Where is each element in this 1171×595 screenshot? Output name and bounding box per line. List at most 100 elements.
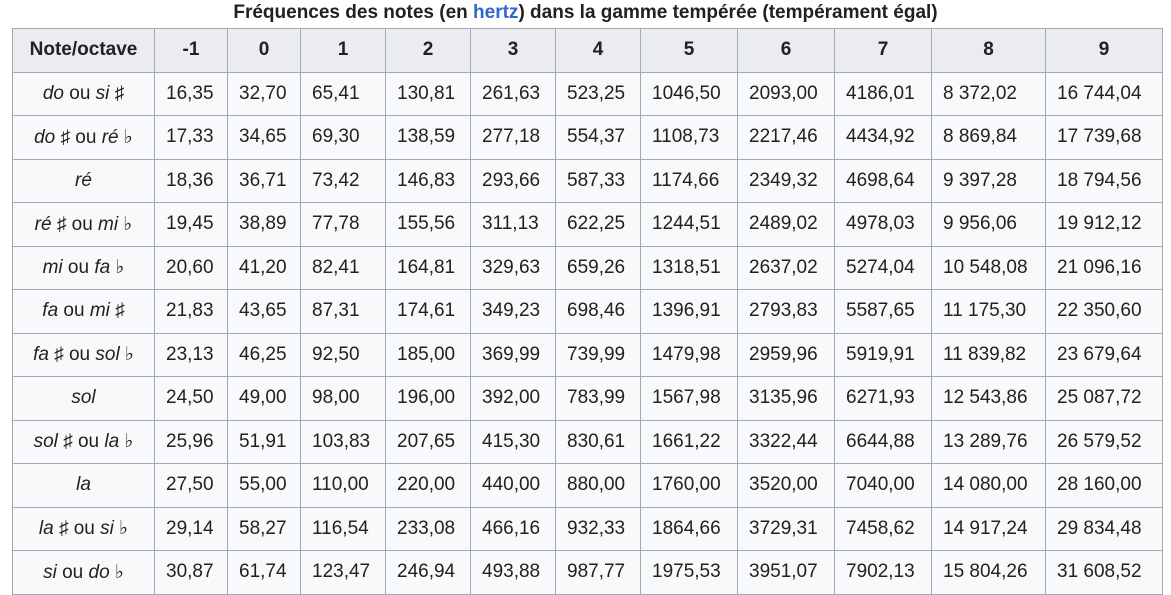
frequency-cell: 1760,00 xyxy=(640,463,738,508)
frequency-cell: 58,27 xyxy=(227,506,301,551)
frequency-cell: 329,63 xyxy=(470,245,556,290)
frequency-cell: 34,65 xyxy=(227,115,301,160)
frequency-cell: 82,41 xyxy=(300,245,386,290)
frequency-cell: 1661,22 xyxy=(640,419,738,464)
frequency-cell: 196,00 xyxy=(385,376,471,421)
header-octave: 8 xyxy=(931,28,1046,73)
frequency-cell: 880,00 xyxy=(555,463,641,508)
frequency-cell: 233,08 xyxy=(385,506,471,551)
frequency-cell: 2959,96 xyxy=(737,332,835,377)
frequency-cell: 14 917,24 xyxy=(931,506,1046,551)
frequency-cell: 9 397,28 xyxy=(931,158,1046,203)
note-separator: ou xyxy=(62,257,95,279)
frequency-cell: 77,78 xyxy=(300,202,386,247)
note-name: fa ♯ xyxy=(33,344,64,366)
note-name-cell: fa ou mi ♯ xyxy=(12,289,155,334)
frequency-cell: 2489,02 xyxy=(737,202,835,247)
frequency-cell: 69,30 xyxy=(300,115,386,160)
header-octave: 2 xyxy=(385,28,471,73)
header-octave: 0 xyxy=(227,28,301,73)
note-name: do ♭ xyxy=(88,561,124,583)
frequency-cell: 21,83 xyxy=(154,289,228,334)
table-caption: Fréquences des notes (en hertz) dans la … xyxy=(0,0,1171,28)
frequency-cell: 9 956,06 xyxy=(931,202,1046,247)
note-name-cell: ré xyxy=(12,158,155,203)
frequency-cell: 6644,88 xyxy=(834,419,932,464)
frequency-cell: 19,45 xyxy=(154,202,228,247)
note-name-cell: sol ♯ ou la ♭ xyxy=(12,419,155,464)
header-octave: 7 xyxy=(834,28,932,73)
note-name: la xyxy=(76,474,91,496)
frequency-cell: 51,91 xyxy=(227,419,301,464)
header-octave: 6 xyxy=(737,28,835,73)
frequency-cell: 116,54 xyxy=(300,506,386,551)
frequency-cell: 26 579,52 xyxy=(1045,419,1163,464)
header-octave: 4 xyxy=(555,28,641,73)
frequency-cell: 123,47 xyxy=(300,550,386,595)
note-name: do ♯ xyxy=(34,126,71,148)
header-octave: 5 xyxy=(640,28,738,73)
frequency-cell: 8 372,02 xyxy=(931,71,1046,116)
frequency-cell: 698,46 xyxy=(555,289,641,334)
frequency-cell: 293,66 xyxy=(470,158,556,203)
header-octave: 9 xyxy=(1045,28,1163,73)
frequency-cell: 277,18 xyxy=(470,115,556,160)
frequency-cell: 311,13 xyxy=(470,202,556,247)
frequency-cell: 2349,32 xyxy=(737,158,835,203)
note-separator: ou xyxy=(58,300,90,322)
frequency-cell: 349,23 xyxy=(470,289,556,334)
caption-text-after: ) dans la gamme tempérée (tempérament ég… xyxy=(518,2,938,23)
frequency-cell: 587,33 xyxy=(555,158,641,203)
note-name: mi xyxy=(42,257,63,279)
table-row: ré 18,36 36,71 73,42 146,83 293,66 587,33 1174,… xyxy=(12,158,1163,203)
caption-text-before: Fréquences des notes (en xyxy=(233,2,474,23)
table-row: mi ou fa ♭ 20,60 41,20 82,41 164,81 329,63 659… xyxy=(12,245,1163,290)
frequency-cell: 29 834,48 xyxy=(1045,506,1163,551)
frequency-cell: 783,99 xyxy=(555,376,641,421)
frequency-cell: 466,16 xyxy=(470,506,556,551)
header-row: Note/octave -1 0 1 2 3 4 5 6 7 8 9 xyxy=(12,28,1163,73)
frequency-cell: 30,87 xyxy=(154,550,228,595)
frequency-cell: 1396,91 xyxy=(640,289,738,334)
frequency-table: Note/octave -1 0 1 2 3 4 5 6 7 8 9 do ou si ♯ 16,35 3… xyxy=(12,28,1163,595)
frequency-cell: 22 350,60 xyxy=(1045,289,1163,334)
note-separator: ou xyxy=(66,213,99,235)
note-name-cell: si ou do ♭ xyxy=(12,550,155,595)
frequency-cell: 25,96 xyxy=(154,419,228,464)
frequency-cell: 155,56 xyxy=(385,202,471,247)
frequency-cell: 2093,00 xyxy=(737,71,835,116)
frequency-cell: 61,74 xyxy=(227,550,301,595)
frequency-cell: 415,30 xyxy=(470,419,556,464)
frequency-cell: 261,63 xyxy=(470,71,556,116)
note-name: la ♯ xyxy=(38,518,69,540)
frequency-cell: 19 912,12 xyxy=(1045,202,1163,247)
table-row: la ♯ ou si ♭ 29,14 58,27 116,54 233,08 466,16… xyxy=(12,506,1163,551)
frequency-cell: 13 289,76 xyxy=(931,419,1046,464)
note-separator: ou xyxy=(68,518,101,540)
frequency-cell: 4698,64 xyxy=(834,158,932,203)
frequency-cell: 3520,00 xyxy=(737,463,835,508)
frequency-cell: 16,35 xyxy=(154,71,228,116)
frequency-cell: 659,26 xyxy=(555,245,641,290)
frequency-cell: 3729,31 xyxy=(737,506,835,551)
frequency-cell: 12 543,86 xyxy=(931,376,1046,421)
frequency-cell: 2637,02 xyxy=(737,245,835,290)
frequency-cell: 4186,01 xyxy=(834,71,932,116)
frequency-cell: 138,59 xyxy=(385,115,471,160)
note-name-cell: sol xyxy=(12,376,155,421)
frequency-cell: 4978,03 xyxy=(834,202,932,247)
frequency-cell: 38,89 xyxy=(227,202,301,247)
frequency-cell: 130,81 xyxy=(385,71,471,116)
note-name-cell: la xyxy=(12,463,155,508)
hertz-link[interactable]: hertz xyxy=(473,2,519,23)
frequency-cell: 207,65 xyxy=(385,419,471,464)
table-row: do ou si ♯ 16,35 32,70 65,41 130,81 261,63 523… xyxy=(12,71,1163,116)
frequency-cell: 739,99 xyxy=(555,332,641,377)
frequency-cell: 17,33 xyxy=(154,115,228,160)
note-name-cell: fa ♯ ou sol ♭ xyxy=(12,332,155,377)
frequency-cell: 5587,65 xyxy=(834,289,932,334)
table-row: sol 24,50 49,00 98,00 196,00 392,00 783,99 1567… xyxy=(12,376,1163,421)
frequency-cell: 21 096,16 xyxy=(1045,245,1163,290)
frequency-cell: 65,41 xyxy=(300,71,386,116)
table-row: fa ♯ ou sol ♭ 23,13 46,25 92,50 185,00 369,99… xyxy=(12,332,1163,377)
